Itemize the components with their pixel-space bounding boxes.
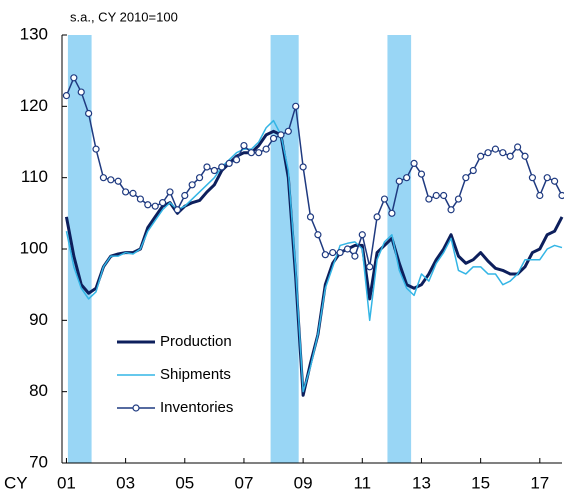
point	[484, 149, 492, 157]
x-tick-label: 09	[294, 473, 313, 492]
point	[262, 145, 270, 153]
point	[99, 174, 108, 182]
point	[343, 245, 352, 253]
point	[62, 92, 71, 100]
point	[114, 177, 122, 185]
point	[277, 131, 285, 139]
point	[440, 191, 448, 200]
point	[158, 199, 167, 207]
series-line	[64, 129, 564, 397]
point	[528, 174, 537, 182]
point	[255, 149, 263, 157]
point	[373, 213, 381, 221]
point	[380, 195, 389, 203]
point	[403, 174, 411, 182]
point	[92, 145, 100, 153]
y-tick-label: 90	[29, 310, 48, 329]
point	[499, 149, 507, 157]
point	[395, 177, 403, 185]
point	[314, 231, 322, 239]
point	[491, 145, 500, 153]
point	[336, 248, 344, 257]
point	[203, 163, 211, 171]
point	[232, 156, 241, 164]
point	[225, 159, 233, 167]
point	[514, 143, 522, 151]
point	[284, 127, 292, 135]
point	[210, 166, 218, 175]
x-tick-label: 11	[353, 473, 371, 492]
point	[388, 209, 396, 217]
recession-shade	[387, 35, 412, 463]
point	[306, 213, 315, 221]
recession-shade	[67, 35, 92, 463]
point	[247, 149, 255, 157]
x-tick-label: 03	[116, 473, 135, 492]
point	[321, 251, 329, 259]
point	[417, 170, 426, 178]
y-tick-label: 100	[20, 238, 48, 257]
point	[425, 195, 433, 203]
point	[454, 195, 463, 203]
point	[218, 163, 226, 171]
chart-title: s.a., CY 2010=100	[70, 9, 178, 24]
x-tick-label: 13	[412, 473, 431, 492]
y-tick-label: 80	[29, 381, 48, 400]
y-tick-label: 70	[29, 452, 48, 471]
point	[292, 102, 300, 110]
y-tick-label: 120	[20, 96, 48, 115]
point	[358, 231, 366, 239]
point	[506, 152, 514, 160]
x-tick-label: 07	[234, 473, 253, 492]
point	[70, 74, 78, 82]
legend-marker	[132, 404, 140, 412]
point	[299, 163, 307, 171]
point	[410, 159, 418, 167]
point	[85, 109, 93, 118]
point	[240, 141, 248, 150]
point	[536, 191, 544, 200]
point	[469, 166, 477, 175]
point	[181, 191, 189, 200]
series-line	[65, 77, 563, 268]
point	[122, 188, 130, 196]
point	[77, 88, 85, 96]
point	[144, 201, 152, 209]
x-tick-label: 01	[57, 473, 76, 492]
point	[351, 252, 359, 260]
x-tick-label: 05	[175, 473, 194, 492]
point	[329, 248, 337, 257]
x-axis-label: CY	[4, 473, 28, 492]
point	[558, 191, 564, 200]
legend-label: Inventories	[160, 399, 233, 416]
point	[521, 152, 529, 160]
x-tick-label: 17	[530, 473, 549, 492]
y-tick-label: 130	[20, 24, 48, 43]
point	[166, 188, 174, 196]
point	[551, 177, 559, 185]
legend-label: Shipments	[160, 366, 231, 383]
point	[543, 174, 551, 182]
point	[447, 206, 455, 214]
point	[173, 206, 181, 214]
y-tick-label: 110	[21, 167, 48, 186]
point	[366, 263, 374, 271]
point	[195, 174, 204, 182]
series-line	[65, 119, 563, 393]
legend-label: Production	[160, 333, 232, 350]
point	[432, 191, 440, 200]
point	[477, 152, 485, 160]
point	[151, 202, 159, 210]
point	[188, 181, 196, 189]
point	[129, 189, 137, 197]
point	[462, 174, 470, 182]
point	[269, 134, 278, 143]
x-tick-label: 15	[471, 473, 490, 492]
point	[136, 195, 145, 203]
point	[107, 176, 115, 184]
